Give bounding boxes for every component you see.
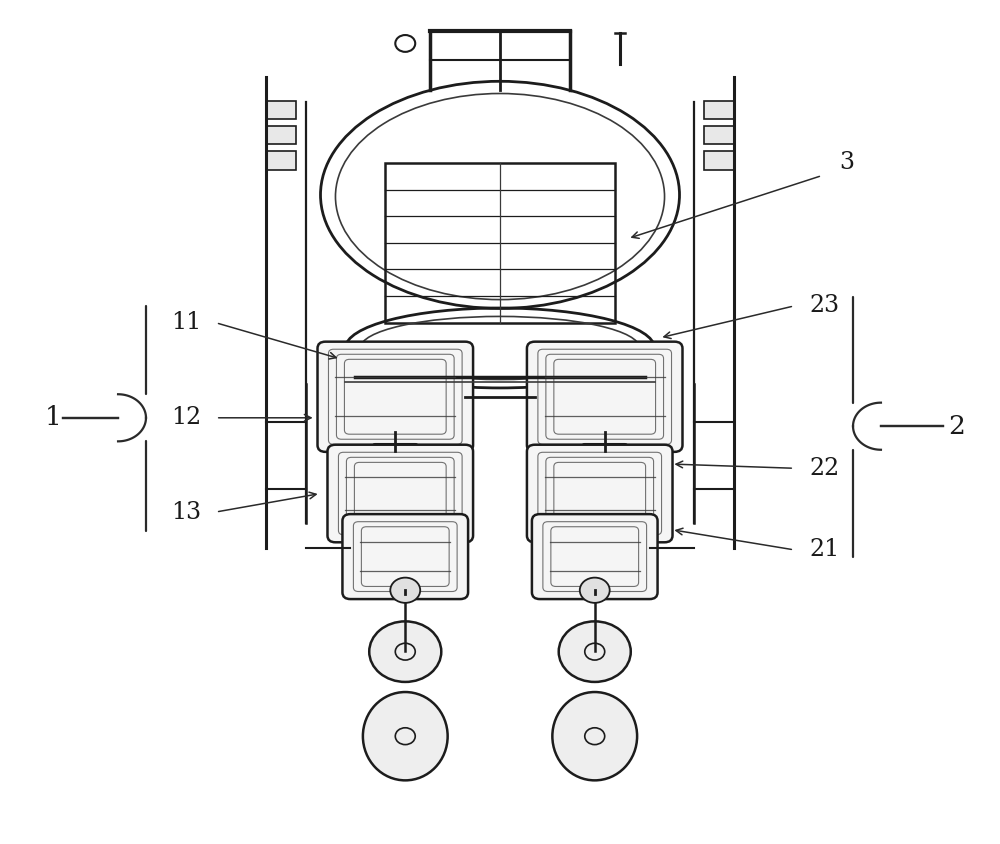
Bar	[385, 163, 615, 322]
Bar	[266, 100, 296, 119]
FancyBboxPatch shape	[342, 514, 468, 599]
Ellipse shape	[552, 692, 637, 781]
Text: 13: 13	[171, 500, 201, 523]
Circle shape	[390, 577, 420, 603]
Bar	[266, 126, 296, 144]
Text: 23: 23	[809, 295, 839, 317]
Text: 12: 12	[171, 406, 201, 430]
FancyBboxPatch shape	[527, 342, 682, 452]
Bar	[704, 100, 734, 119]
FancyBboxPatch shape	[318, 342, 473, 452]
Text: 2: 2	[948, 414, 965, 439]
Text: 21: 21	[809, 538, 839, 561]
Bar	[704, 126, 734, 144]
FancyBboxPatch shape	[532, 514, 658, 599]
Ellipse shape	[559, 621, 631, 682]
FancyBboxPatch shape	[527, 445, 673, 543]
Bar	[266, 151, 296, 170]
FancyBboxPatch shape	[327, 445, 473, 543]
Text: 3: 3	[840, 151, 855, 175]
FancyBboxPatch shape	[372, 444, 418, 464]
Bar	[704, 151, 734, 170]
Ellipse shape	[369, 621, 441, 682]
Circle shape	[580, 577, 610, 603]
FancyBboxPatch shape	[582, 444, 628, 464]
Text: 22: 22	[809, 457, 839, 479]
Ellipse shape	[363, 692, 448, 781]
Text: 1: 1	[45, 405, 62, 430]
Text: 11: 11	[171, 311, 201, 334]
